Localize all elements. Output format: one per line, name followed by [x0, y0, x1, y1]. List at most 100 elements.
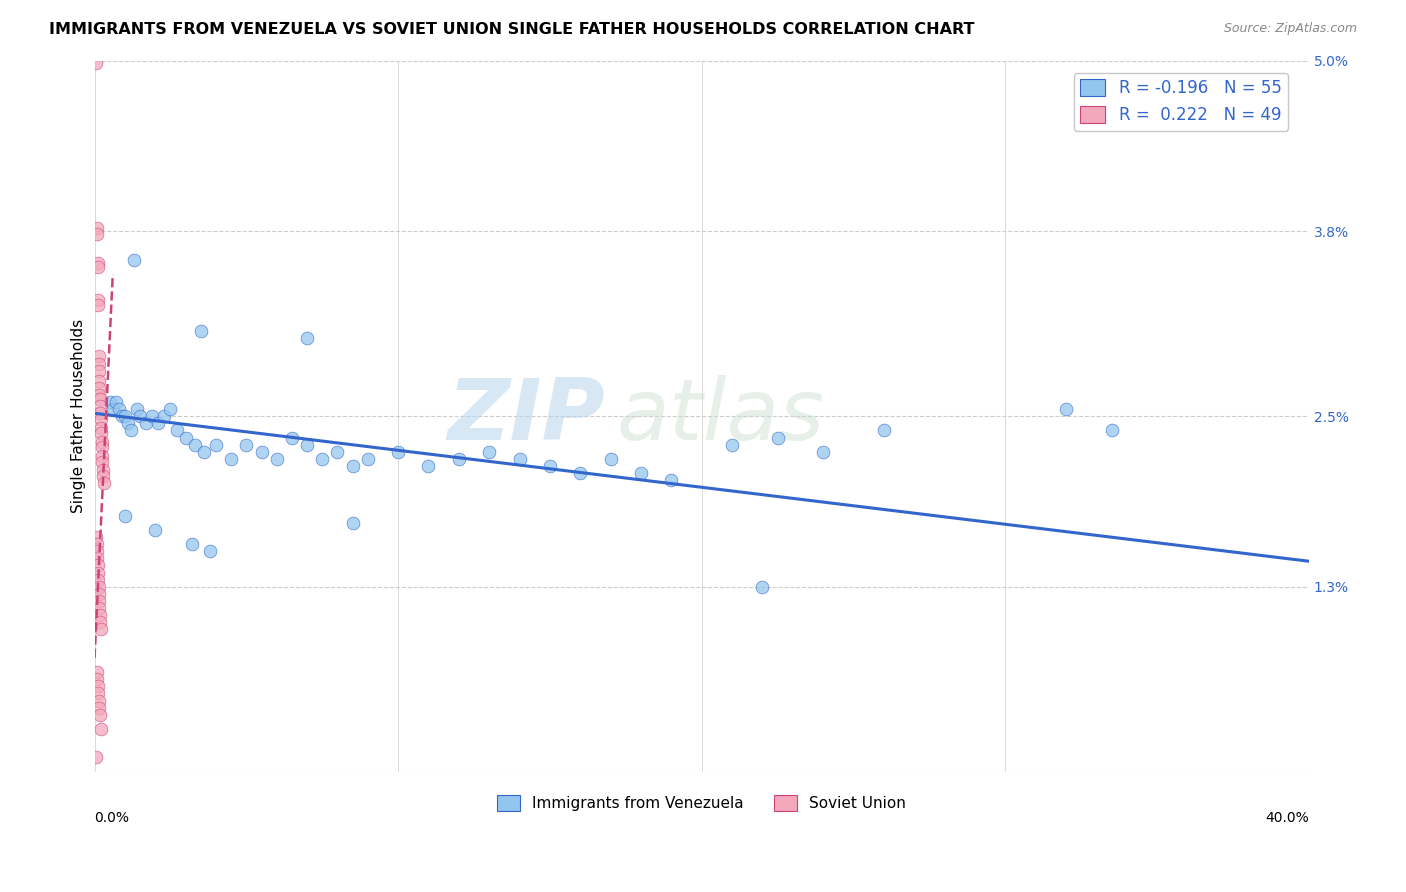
Point	[87, 573, 110, 587]
Point	[87, 693, 110, 707]
Point	[111, 409, 134, 424]
Point	[295, 331, 318, 345]
Point	[87, 566, 110, 580]
Text: atlas: atlas	[617, 375, 825, 458]
Point	[89, 707, 111, 722]
Point	[281, 430, 304, 444]
Point	[87, 580, 110, 594]
Point	[89, 374, 111, 388]
Point	[117, 417, 139, 431]
Point	[811, 444, 834, 458]
Point	[108, 402, 131, 417]
Point	[87, 298, 110, 312]
Point	[89, 381, 111, 395]
Point	[86, 544, 108, 558]
Point	[509, 451, 531, 466]
Point	[89, 388, 111, 402]
Point	[143, 523, 166, 537]
Text: 40.0%: 40.0%	[1265, 811, 1309, 825]
Point	[87, 686, 110, 700]
Point	[101, 402, 124, 417]
Point	[184, 437, 207, 451]
Point	[86, 558, 108, 573]
Point	[1101, 424, 1123, 438]
Point	[89, 392, 111, 406]
Point	[89, 615, 111, 630]
Point	[86, 255, 108, 269]
Point	[174, 430, 197, 444]
Point	[387, 444, 409, 458]
Point	[84, 750, 107, 764]
Point	[90, 441, 112, 455]
Point	[148, 417, 170, 431]
Point	[153, 409, 176, 424]
Point	[295, 437, 318, 451]
Point	[87, 293, 110, 307]
Point	[342, 458, 364, 473]
Point	[418, 458, 440, 473]
Point	[342, 516, 364, 530]
Text: ZIP: ZIP	[447, 375, 605, 458]
Point	[86, 260, 108, 274]
Point	[630, 466, 652, 480]
Point	[87, 350, 110, 364]
Point	[180, 537, 202, 551]
Point	[90, 434, 112, 449]
Point	[89, 399, 111, 413]
Point	[311, 451, 333, 466]
Point	[89, 601, 111, 615]
Point	[86, 537, 108, 551]
Point	[86, 673, 108, 687]
Point	[86, 227, 108, 241]
Point	[190, 324, 212, 338]
Point	[478, 444, 501, 458]
Point	[104, 395, 127, 409]
Point	[90, 420, 112, 434]
Text: 0.0%: 0.0%	[94, 811, 129, 825]
Text: IMMIGRANTS FROM VENEZUELA VS SOVIET UNION SINGLE FATHER HOUSEHOLDS CORRELATION C: IMMIGRANTS FROM VENEZUELA VS SOVIET UNIO…	[49, 22, 974, 37]
Point	[120, 424, 142, 438]
Point	[219, 451, 242, 466]
Point	[86, 530, 108, 544]
Point	[538, 458, 561, 473]
Point	[326, 444, 349, 458]
Point	[89, 406, 111, 420]
Point	[91, 455, 114, 469]
Point	[91, 469, 114, 483]
Point	[86, 221, 108, 235]
Point	[266, 451, 288, 466]
Point	[1054, 402, 1077, 417]
Point	[447, 451, 470, 466]
Point	[90, 722, 112, 736]
Point	[114, 508, 136, 523]
Point	[569, 466, 592, 480]
Point	[87, 364, 110, 378]
Point	[89, 594, 111, 608]
Point	[721, 437, 744, 451]
Legend: R = -0.196   N = 55, R =  0.222   N = 49: R = -0.196 N = 55, R = 0.222 N = 49	[1074, 72, 1288, 130]
Point	[357, 451, 380, 466]
Point	[86, 551, 108, 566]
Point	[98, 395, 121, 409]
Text: Source: ZipAtlas.com: Source: ZipAtlas.com	[1223, 22, 1357, 36]
Point	[873, 424, 896, 438]
Point	[91, 449, 114, 463]
Point	[90, 623, 112, 637]
Point	[129, 409, 152, 424]
Point	[599, 451, 621, 466]
Point	[93, 475, 115, 490]
Point	[141, 409, 163, 424]
Point	[86, 665, 108, 680]
Point	[205, 437, 228, 451]
Point	[766, 430, 789, 444]
Point	[235, 437, 257, 451]
Point	[84, 56, 107, 70]
Point	[91, 463, 114, 477]
Point	[114, 409, 136, 424]
Point	[125, 402, 148, 417]
Point	[135, 417, 157, 431]
Point	[86, 679, 108, 693]
Point	[90, 426, 112, 441]
Point	[87, 587, 110, 601]
Point	[166, 424, 188, 438]
